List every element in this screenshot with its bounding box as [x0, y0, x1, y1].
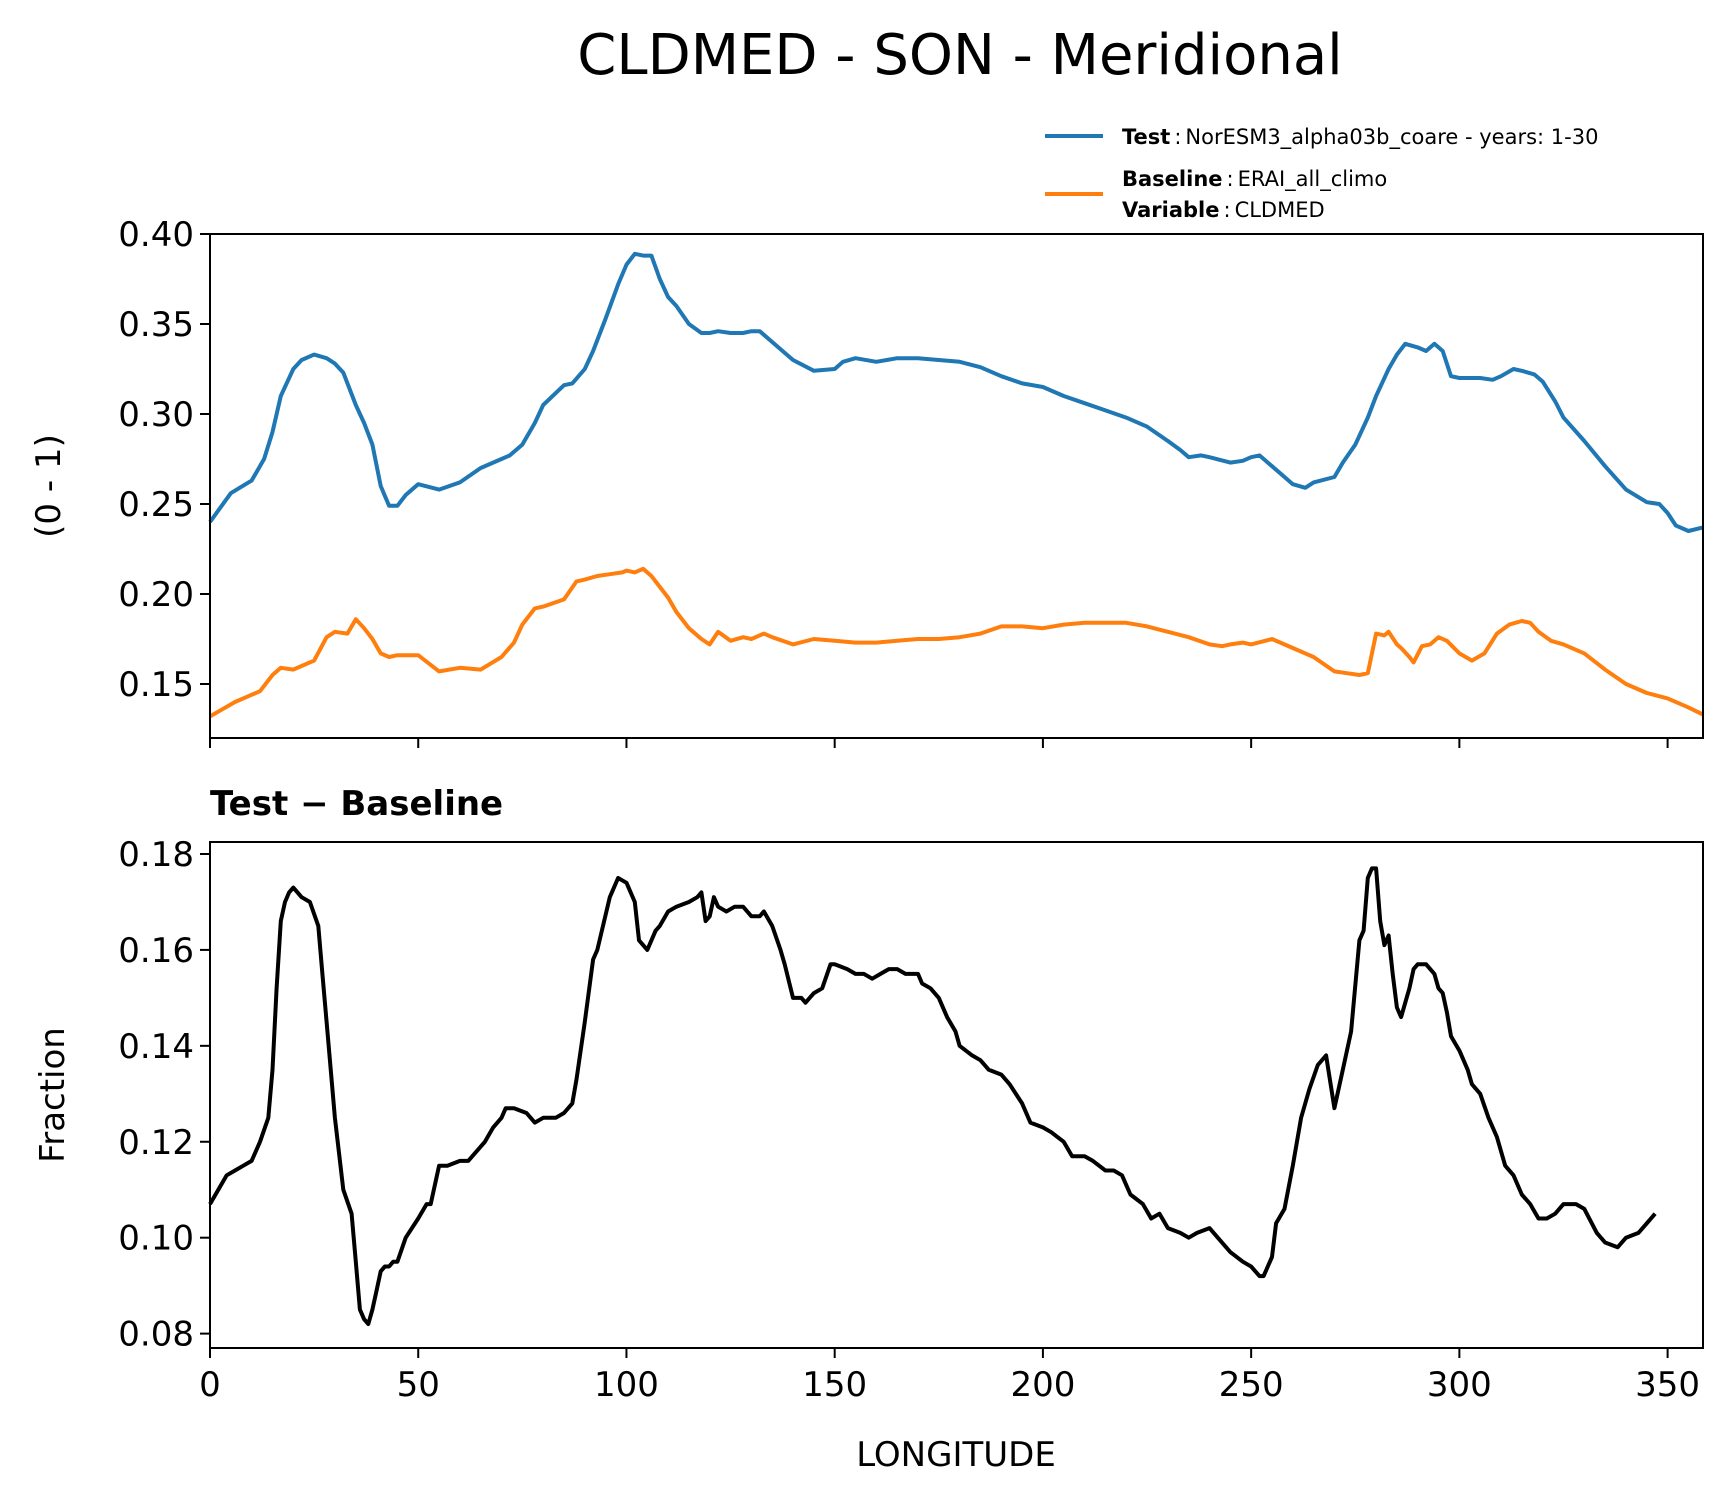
bottom-y-tick-label: 0.08 [118, 1315, 194, 1355]
bottom-y-axis-label: Fraction [33, 1027, 73, 1163]
bottom-y-tick-label: 0.16 [118, 931, 194, 971]
top-y-tick-label: 0.15 [118, 665, 194, 705]
chart-title: CLDMED - SON - Meridional [577, 23, 1342, 88]
top-plot-frame [209, 233, 1704, 739]
top-y-axis-label: (0 - 1) [29, 434, 69, 538]
top-series-group [208, 251, 1704, 719]
x-tick-label: 350 [1635, 1365, 1700, 1405]
legend-variable-key: Variable [1122, 198, 1219, 222]
legend-baseline-sep: : [1227, 167, 1234, 191]
legend-test-label: Test: NorESM3_alpha03b_coare - years: 1-3… [1122, 125, 1598, 150]
top-y-tick-label: 0.40 [118, 215, 194, 255]
legend-baseline-key: Baseline [1122, 167, 1223, 191]
legend: Test: NorESM3_alpha03b_coare - years: 1-3… [1045, 125, 1598, 222]
bottom-y-tick-label: 0.12 [118, 1123, 194, 1163]
bottom-y-tick-label: 0.10 [118, 1219, 194, 1259]
top-y-tick-label: 0.25 [118, 485, 194, 525]
x-tick-label: 250 [1219, 1365, 1284, 1405]
bottom-plot-frame [209, 841, 1704, 1349]
x-tick-label: 0 [199, 1365, 221, 1405]
legend-test-key: Test [1122, 125, 1170, 149]
legend-baseline-value: ERAI_all_climo [1238, 167, 1388, 192]
x-tick-label: 150 [802, 1365, 867, 1405]
x-tick-label: 300 [1427, 1365, 1492, 1405]
bottom-y-tick-label: 0.18 [118, 835, 194, 875]
legend-test-sep: : [1174, 125, 1181, 149]
bottom-panel-title: Test − Baseline [210, 784, 503, 824]
top-series-baseline-line [209, 566, 1704, 719]
top-y-tick-label: 0.20 [118, 575, 194, 615]
top-panel: 0.15 0.20 0.25 0.30 0.35 0.40 (0 - 1) [29, 215, 1704, 748]
top-ticks-group: 0.15 0.20 0.25 0.30 0.35 0.40 [118, 215, 1669, 748]
legend-variable-value: CLDMED [1235, 198, 1325, 222]
legend-variable-sep: : [1223, 198, 1230, 222]
bottom-series-group [208, 866, 1657, 1326]
x-tick-label: 100 [594, 1365, 659, 1405]
legend-test-value: NorESM3_alpha03b_coare - years: 1-30 [1185, 125, 1598, 150]
top-y-tick-label: 0.30 [118, 395, 194, 435]
x-tick-label: 50 [397, 1365, 440, 1405]
bottom-ticks-group: 0.08 0.10 0.12 0.14 0.16 0.18 0 50 100 150 200 250 3… [118, 835, 1700, 1405]
legend-variable-label: Variable: CLDMED [1122, 198, 1325, 222]
bottom-panel: Test − Baseline 0.08 0.10 0.12 0.14 0.16 0.18… [33, 784, 1704, 1475]
legend-baseline-label: Baseline: ERAI_all_climo [1122, 167, 1387, 192]
x-tick-label: 200 [1010, 1365, 1075, 1405]
bottom-series-test-baseline-line [208, 866, 1657, 1326]
bottom-y-tick-label: 0.14 [118, 1027, 194, 1067]
top-y-tick-label: 0.35 [118, 305, 194, 345]
top-series-test-line [208, 251, 1704, 533]
x-axis-label: LONGITUDE [856, 1435, 1056, 1475]
